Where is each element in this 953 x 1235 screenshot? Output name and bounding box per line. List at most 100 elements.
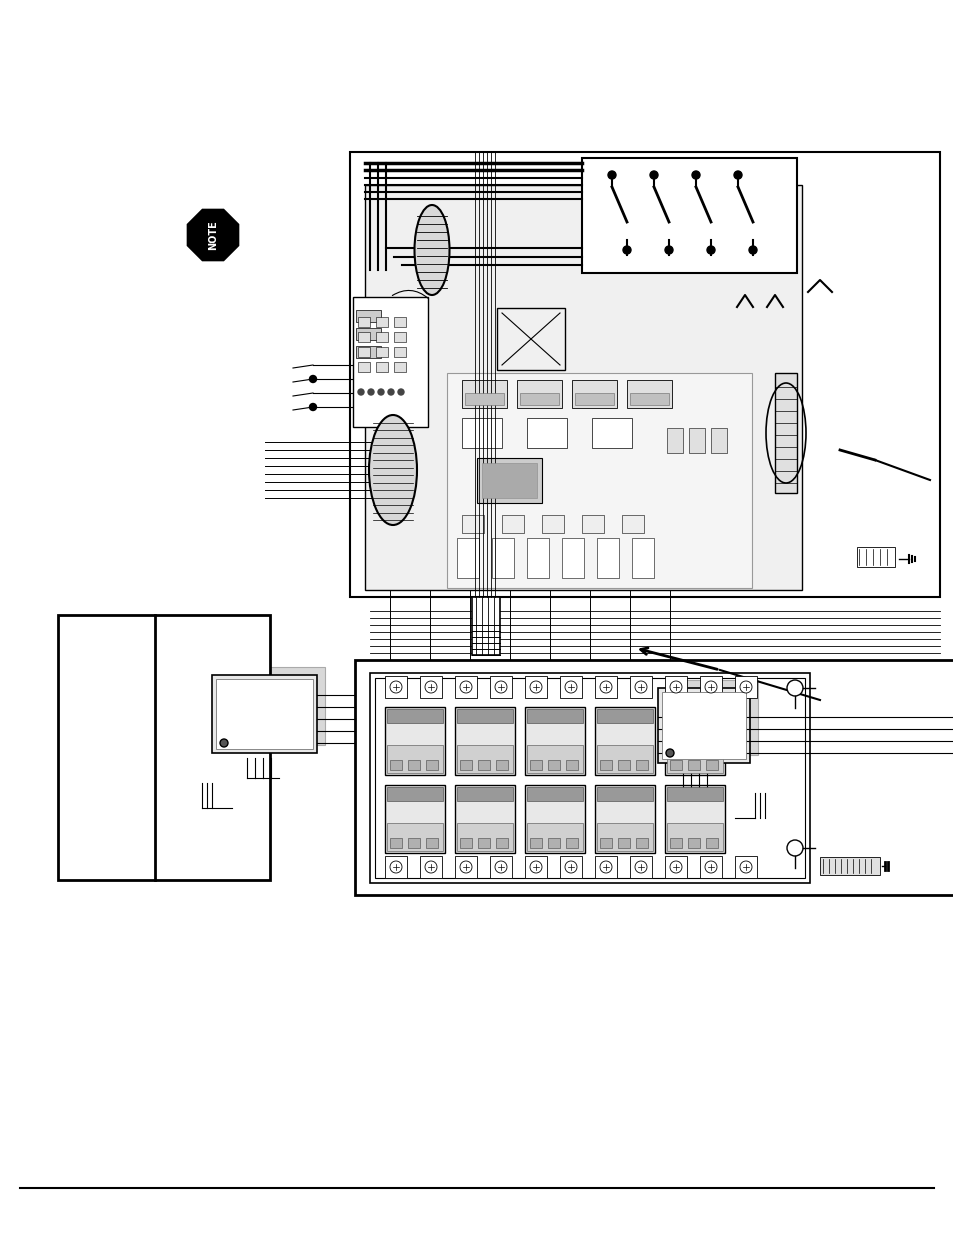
Bar <box>481 463 537 498</box>
Bar <box>526 538 548 578</box>
Bar <box>547 839 559 848</box>
Circle shape <box>664 246 672 254</box>
Bar <box>565 760 578 769</box>
Bar <box>490 676 512 698</box>
Circle shape <box>368 389 374 395</box>
Circle shape <box>740 861 751 873</box>
Bar <box>426 839 437 848</box>
Bar <box>387 787 442 802</box>
Circle shape <box>377 389 384 395</box>
Circle shape <box>309 404 316 410</box>
Bar <box>456 709 513 722</box>
Circle shape <box>390 680 401 693</box>
Bar <box>595 676 617 698</box>
Bar <box>476 458 541 503</box>
Bar <box>734 676 757 698</box>
Circle shape <box>220 739 228 747</box>
Bar <box>592 417 631 448</box>
Bar <box>459 760 472 769</box>
Circle shape <box>704 861 717 873</box>
Bar <box>408 839 419 848</box>
Circle shape <box>635 680 646 693</box>
Bar <box>661 692 745 760</box>
Circle shape <box>649 170 658 179</box>
Bar <box>387 823 442 851</box>
Bar <box>595 856 617 878</box>
Circle shape <box>599 680 612 693</box>
Bar <box>385 706 444 776</box>
Bar <box>658 688 749 763</box>
Bar <box>524 785 584 853</box>
Bar <box>385 676 407 698</box>
Ellipse shape <box>369 415 416 525</box>
Bar <box>666 823 722 851</box>
Bar <box>394 347 406 357</box>
Circle shape <box>309 375 316 383</box>
Bar <box>472 597 499 655</box>
Bar <box>220 667 325 745</box>
Bar <box>559 676 581 698</box>
Bar <box>496 839 507 848</box>
Circle shape <box>495 861 506 873</box>
Bar <box>526 417 566 448</box>
Bar <box>357 362 370 372</box>
Bar <box>618 760 629 769</box>
Bar <box>387 709 442 722</box>
Text: NOTE: NOTE <box>208 220 218 249</box>
Bar <box>455 676 476 698</box>
Circle shape <box>704 680 717 693</box>
Circle shape <box>564 680 577 693</box>
Circle shape <box>459 861 472 873</box>
Bar <box>597 823 652 851</box>
Bar <box>581 515 603 534</box>
Bar <box>664 676 686 698</box>
Bar <box>524 706 584 776</box>
Bar <box>375 362 388 372</box>
Bar <box>390 760 401 769</box>
Bar <box>710 429 726 453</box>
Bar <box>669 839 681 848</box>
Circle shape <box>388 389 394 395</box>
Bar <box>705 839 718 848</box>
Bar <box>530 760 541 769</box>
Bar <box>408 760 419 769</box>
Bar <box>524 676 546 698</box>
Bar <box>375 678 804 878</box>
Circle shape <box>786 840 802 856</box>
Bar <box>461 515 483 534</box>
Bar <box>350 152 939 597</box>
Bar <box>700 676 721 698</box>
Bar <box>664 785 724 853</box>
Circle shape <box>495 680 506 693</box>
Circle shape <box>622 246 630 254</box>
Bar <box>599 760 612 769</box>
Bar <box>394 317 406 327</box>
Circle shape <box>459 680 472 693</box>
Bar <box>355 659 953 895</box>
Circle shape <box>669 861 681 873</box>
Bar <box>565 839 578 848</box>
Circle shape <box>748 246 757 254</box>
Bar <box>419 856 441 878</box>
Circle shape <box>397 389 403 395</box>
Bar <box>687 839 700 848</box>
Bar <box>490 856 512 878</box>
Bar <box>541 515 563 534</box>
Circle shape <box>733 170 741 179</box>
Bar <box>688 429 704 453</box>
Circle shape <box>740 680 751 693</box>
Circle shape <box>390 861 401 873</box>
Bar <box>530 839 541 848</box>
Circle shape <box>599 861 612 873</box>
Bar <box>353 296 428 427</box>
Bar <box>375 332 388 342</box>
Bar <box>357 347 370 357</box>
Bar <box>669 760 681 769</box>
Ellipse shape <box>414 205 449 295</box>
Bar <box>365 185 801 590</box>
Circle shape <box>665 748 673 757</box>
Circle shape <box>530 680 541 693</box>
Bar <box>626 380 671 408</box>
Bar <box>665 680 758 755</box>
Bar <box>456 823 513 851</box>
